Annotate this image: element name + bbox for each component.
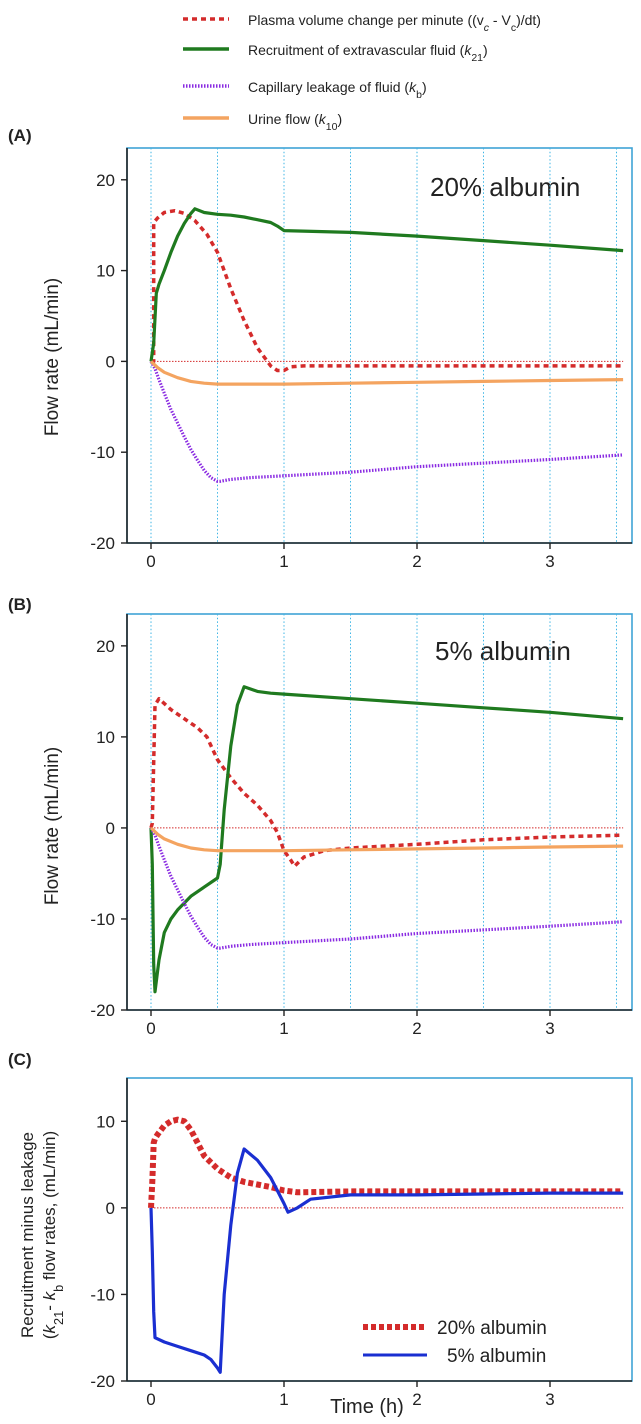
- x-tick-label: 0: [146, 1019, 155, 1038]
- x-tick-label: 0: [146, 552, 155, 571]
- panel-a-annotation: 20% albumin: [430, 172, 580, 202]
- legend-label-plasma: Plasma volume change per minute ((vc - V…: [248, 12, 541, 34]
- y-tick-label: -10: [90, 443, 115, 462]
- y-tick-label: 10: [96, 1112, 115, 1131]
- x-tick-label: 2: [412, 1390, 421, 1409]
- legend-label-20-albumin: 20% albumin: [437, 1318, 547, 1339]
- chart-panel-c: 10 0 -10 -20 0 1 2 3: [90, 1077, 633, 1409]
- plot-frame: [126, 613, 633, 1011]
- x-tick-label: 2: [412, 552, 421, 571]
- legend-label-recruit: Recruitment of extravascular fluid (k21): [248, 42, 488, 64]
- chart-panel-b: 20 10 0 -10 -20 0 1 2 3: [90, 613, 633, 1038]
- panel-c: (C) Recruitment minus leakage (k21- kb f…: [8, 1050, 547, 1418]
- y-tick-label: -20: [90, 1372, 115, 1391]
- panel-b-label: (B): [8, 595, 32, 614]
- panel-c-ylabel-line2: (k21- kb flow rates, (mL/min): [40, 1131, 66, 1339]
- y-tick-label: 20: [96, 171, 115, 190]
- x-tick-label: 2: [412, 1019, 421, 1038]
- x-tick-label: 3: [545, 1019, 554, 1038]
- y-tick-label: -20: [90, 1001, 115, 1020]
- panel-b-annotation: 5% albumin: [435, 636, 571, 666]
- y-tick-label: 20: [96, 637, 115, 656]
- panel-a: (A) Flow rate (mL/min) 20% albumin: [8, 126, 580, 436]
- panel-a-ylabel: Flow rate (mL/min): [42, 278, 63, 436]
- series-line-plasma: [149, 696, 624, 868]
- series-line-leak: [149, 360, 624, 483]
- y-tick-label: -10: [90, 910, 115, 929]
- legend-label-urine: Urine flow (k10): [248, 111, 342, 133]
- legend-label-5-albumin: 5% albumin: [447, 1346, 546, 1367]
- panel-a-label: (A): [8, 126, 32, 145]
- legend-label-leak: Capillary leakage of fluid (kb): [248, 79, 427, 101]
- y-tick-label: 10: [96, 728, 115, 747]
- y-tick-label: -10: [90, 1285, 115, 1304]
- plot-frame: [126, 1077, 633, 1382]
- chart-panel-a: 20 10 0 -10 -20 0 1 2 3: [90, 147, 633, 571]
- panel-c-label: (C): [8, 1050, 32, 1069]
- x-tick-label: 0: [146, 1390, 155, 1409]
- x-tick-label: 1: [279, 1019, 288, 1038]
- series-line-recruit: [149, 207, 624, 362]
- x-tick-label: 1: [279, 1390, 288, 1409]
- plots: 20 10 0 -10 -20 0 1 2 3 20 10 0 -10 -20 0 1 2 3 10 0 -10 -20 0…: [90, 147, 633, 1409]
- x-tick-label: 1: [279, 552, 288, 571]
- chart-legend: Plasma volume change per minute ((vc - V…: [183, 12, 541, 133]
- y-tick-label: 10: [96, 262, 115, 281]
- series-line-diff5: [149, 1147, 624, 1374]
- plot-frame: [126, 147, 633, 544]
- y-tick-label: -20: [90, 534, 115, 553]
- panel-b: (B) Flow rate (mL/min) 5% albumin: [8, 595, 571, 905]
- series-line-diff20: [148, 1116, 624, 1209]
- y-tick-label: 0: [106, 1199, 115, 1218]
- y-tick-label: 0: [106, 352, 115, 371]
- x-tick-label: 3: [545, 552, 554, 571]
- series-line-plasma: [151, 208, 624, 373]
- x-axis-label: Time (h): [330, 1396, 404, 1418]
- x-tick-label: 3: [545, 1390, 554, 1409]
- series-line-urine: [149, 826, 624, 853]
- series-line-recruit: [149, 685, 624, 994]
- y-tick-label: 0: [106, 819, 115, 838]
- series-line-urine: [149, 360, 624, 386]
- panel-c-ylabel-line1: Recruitment minus leakage: [18, 1132, 37, 1338]
- panel-b-ylabel: Flow rate (mL/min): [42, 747, 63, 905]
